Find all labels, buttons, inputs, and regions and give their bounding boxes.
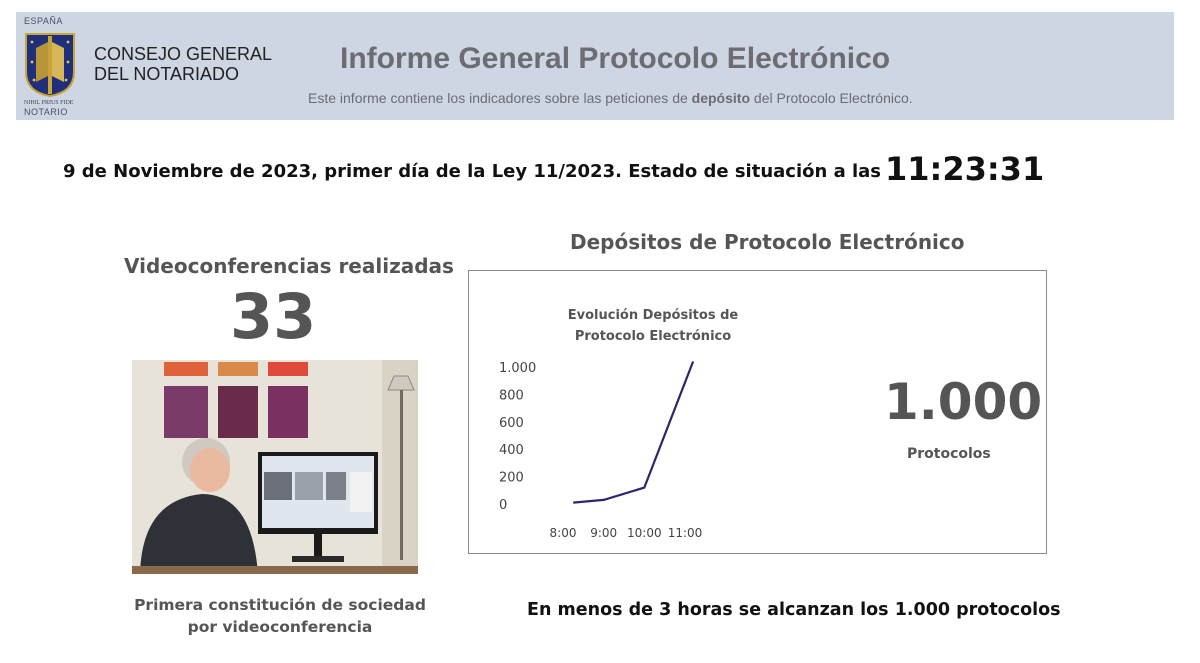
logo-motto: NIHIL PRIUS FIDE bbox=[24, 100, 74, 106]
notariado-logo-icon bbox=[25, 33, 75, 98]
y-tick-label: 600 bbox=[499, 416, 524, 431]
summary-note: En menos de 3 horas se alcanzan los 1.00… bbox=[527, 600, 1061, 620]
organization-name: CONSEJO GENERAL DEL NOTARIADO bbox=[94, 44, 294, 84]
report-header: ESPAÑA NIHIL PRIUS FIDE NOTARIO CONSEJO … bbox=[16, 12, 1174, 120]
report-title: Informe General Protocolo Electrónico bbox=[340, 42, 891, 75]
total-protocols-number: 1.000 bbox=[884, 373, 1043, 431]
subtitle-pre: Este informe contiene los indicadores so… bbox=[308, 90, 692, 106]
y-tick-label: 800 bbox=[499, 388, 524, 403]
x-tick-label: 10:00 bbox=[627, 526, 662, 540]
y-tick-label: 0 bbox=[499, 498, 507, 513]
videoconference-photo-image bbox=[132, 360, 418, 574]
deposits-line-chart: Evolución Depósitos de Protocolo Electró… bbox=[499, 308, 739, 540]
deposits-title: Depósitos de Protocolo Electrónico bbox=[570, 230, 965, 254]
organization-name-line2: DEL NOTARIADO bbox=[94, 64, 240, 84]
x-tick-label: 9:00 bbox=[590, 526, 617, 540]
status-time: 11:23:31 bbox=[885, 150, 1045, 188]
y-axis-ticks: 0 200 400 600 800 1.000 bbox=[499, 361, 536, 513]
photo-caption: Primera constitución de sociedad por vid… bbox=[132, 594, 428, 638]
y-tick-label: 400 bbox=[499, 443, 524, 458]
x-tick-label: 11:00 bbox=[668, 526, 703, 540]
videoconference-title: Videoconferencias realizadas bbox=[124, 254, 454, 278]
status-line: 9 de Noviembre de 2023, primer día de la… bbox=[63, 150, 1044, 188]
x-axis-ticks: 8:00 9:00 10:00 11:00 bbox=[550, 526, 703, 540]
videoconference-count: 33 bbox=[230, 280, 317, 353]
y-tick-label: 1.000 bbox=[499, 361, 536, 376]
chart-title-line1: Evolución Depósitos de bbox=[568, 308, 739, 323]
x-tick-label: 8:00 bbox=[550, 526, 577, 540]
status-text: 9 de Noviembre de 2023, primer día de la… bbox=[63, 161, 882, 182]
subtitle-post: del Protocolo Electrónico. bbox=[750, 90, 913, 106]
photo-caption-line1: Primera constitución de sociedad bbox=[134, 596, 426, 614]
chart-title-line2: Protocolo Electrónico bbox=[575, 329, 731, 344]
deposits-series-line bbox=[573, 361, 695, 504]
report-subtitle: Este informe contiene los indicadores so… bbox=[308, 90, 913, 106]
logo-country-text: ESPAÑA bbox=[24, 16, 63, 26]
logo-notario-text: NOTARIO bbox=[24, 107, 68, 117]
videoconference-photo bbox=[132, 360, 418, 574]
total-protocols-label: Protocolos bbox=[907, 446, 991, 462]
deposits-chart-panel: Evolución Depósitos de Protocolo Electró… bbox=[468, 270, 1047, 554]
organization-name-line1: CONSEJO GENERAL bbox=[94, 44, 273, 64]
y-tick-label: 200 bbox=[499, 471, 524, 486]
subtitle-bold: depósito bbox=[691, 90, 751, 106]
photo-caption-line2: por videoconferencia bbox=[187, 618, 373, 636]
